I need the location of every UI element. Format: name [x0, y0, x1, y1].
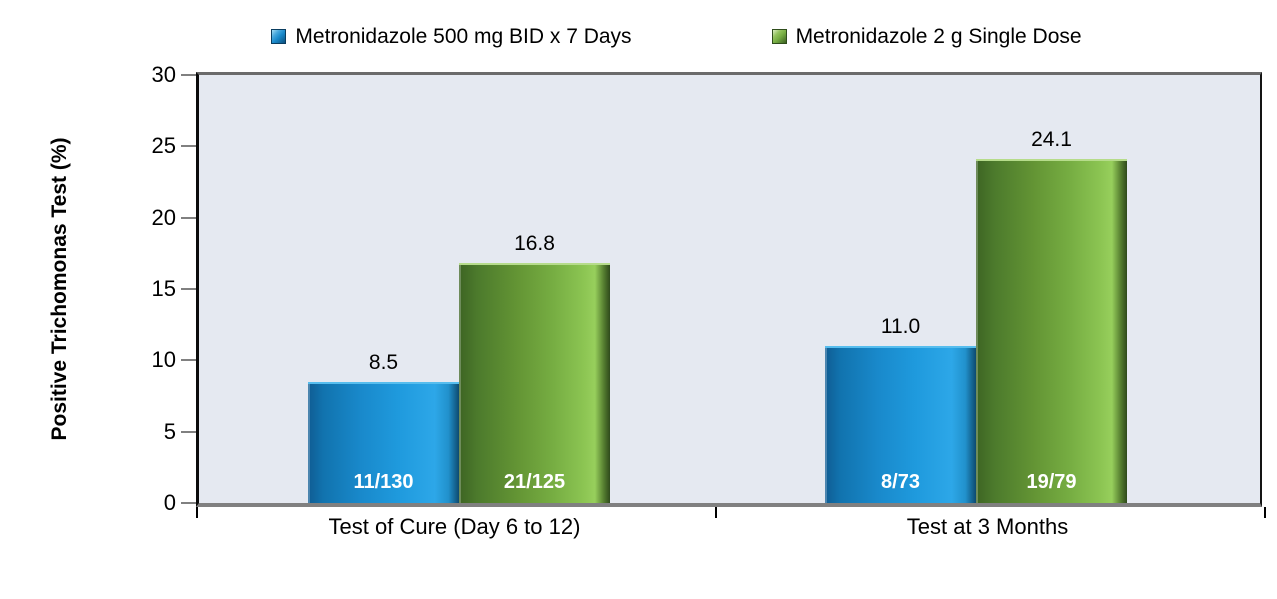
y-tick-label: 10 [151, 347, 176, 373]
bar-fraction-label: 21/125 [503, 471, 566, 493]
y-tick-mark [181, 288, 196, 290]
y-tick-mark [181, 359, 196, 362]
bar-group: 11.0 8/73 24.1 19/79 [825, 128, 1127, 503]
y-tick-label: 25 [151, 133, 176, 159]
x-tick-mark [196, 507, 198, 518]
bar-value-label: 24.1 [1031, 128, 1072, 152]
bar-green: 24.1 19/79 [976, 128, 1127, 503]
y-tick-mark [181, 74, 196, 76]
legend: Metronidazole 500 mg BID x 7 Days Metron… [38, 24, 1277, 49]
y-tick-mark [181, 430, 196, 433]
y-tick-label: 0 [163, 490, 176, 515]
legend-marker-blue-icon [271, 29, 287, 45]
bar-green: 16.8 21/125 [459, 232, 610, 503]
x-category-label: Test of Cure (Day 6 to 12) [328, 514, 581, 539]
y-tick-label: 30 [151, 62, 176, 87]
y-tick-label: 20 [151, 204, 176, 230]
y-tick-mark [181, 502, 196, 504]
x-axis-labels: Test of Cure (Day 6 to 12) Test at 3 Mont… [196, 514, 1262, 548]
plot-area: 8.5 11/130 16.8 21/125 11.0 8/73 24.1 19/79 [196, 72, 1266, 518]
bar-value-label: 11.0 [880, 315, 921, 339]
legend-label: Metronidazole 500 mg BID x 7 Days [295, 25, 632, 48]
y-axis-tick-labels: 0 5 10 15 20 25 30 [120, 62, 186, 515]
y-axis-title: Positive Trichomonas Test (%) [48, 137, 71, 441]
bar-value-label: 8.5 [368, 350, 399, 374]
legend-marker-green-icon [771, 29, 787, 45]
bar-value-label: 16.8 [514, 232, 555, 256]
x-tick-mark [1264, 507, 1266, 518]
legend-item-metronidazole-500mg: Metronidazole 500 mg BID x 7 Days [271, 24, 632, 49]
y-tick-label: 5 [163, 418, 176, 444]
legend-item-metronidazole-2g: Metronidazole 2 g Single Dose [771, 24, 1082, 49]
x-category-label: Test at 3 Months [906, 514, 1069, 539]
bar-blue: 11.0 8/73 [825, 315, 976, 503]
y-tick-label: 15 [151, 276, 176, 301]
bar-fraction-label: 11/130 [353, 471, 414, 493]
bar-blue: 8.5 11/130 [308, 351, 459, 503]
y-tick-mark [181, 216, 196, 219]
bar-fraction-label: 19/79 [1026, 471, 1077, 493]
legend-label: Metronidazole 2 g Single Dose [795, 25, 1082, 48]
y-axis-tick-marks [181, 74, 196, 504]
y-tick-mark [181, 145, 196, 148]
bar-group: 8.5 11/130 16.8 21/125 [308, 232, 610, 503]
bar-fraction-label: 8/73 [881, 471, 920, 493]
x-tick-mark [715, 507, 717, 518]
